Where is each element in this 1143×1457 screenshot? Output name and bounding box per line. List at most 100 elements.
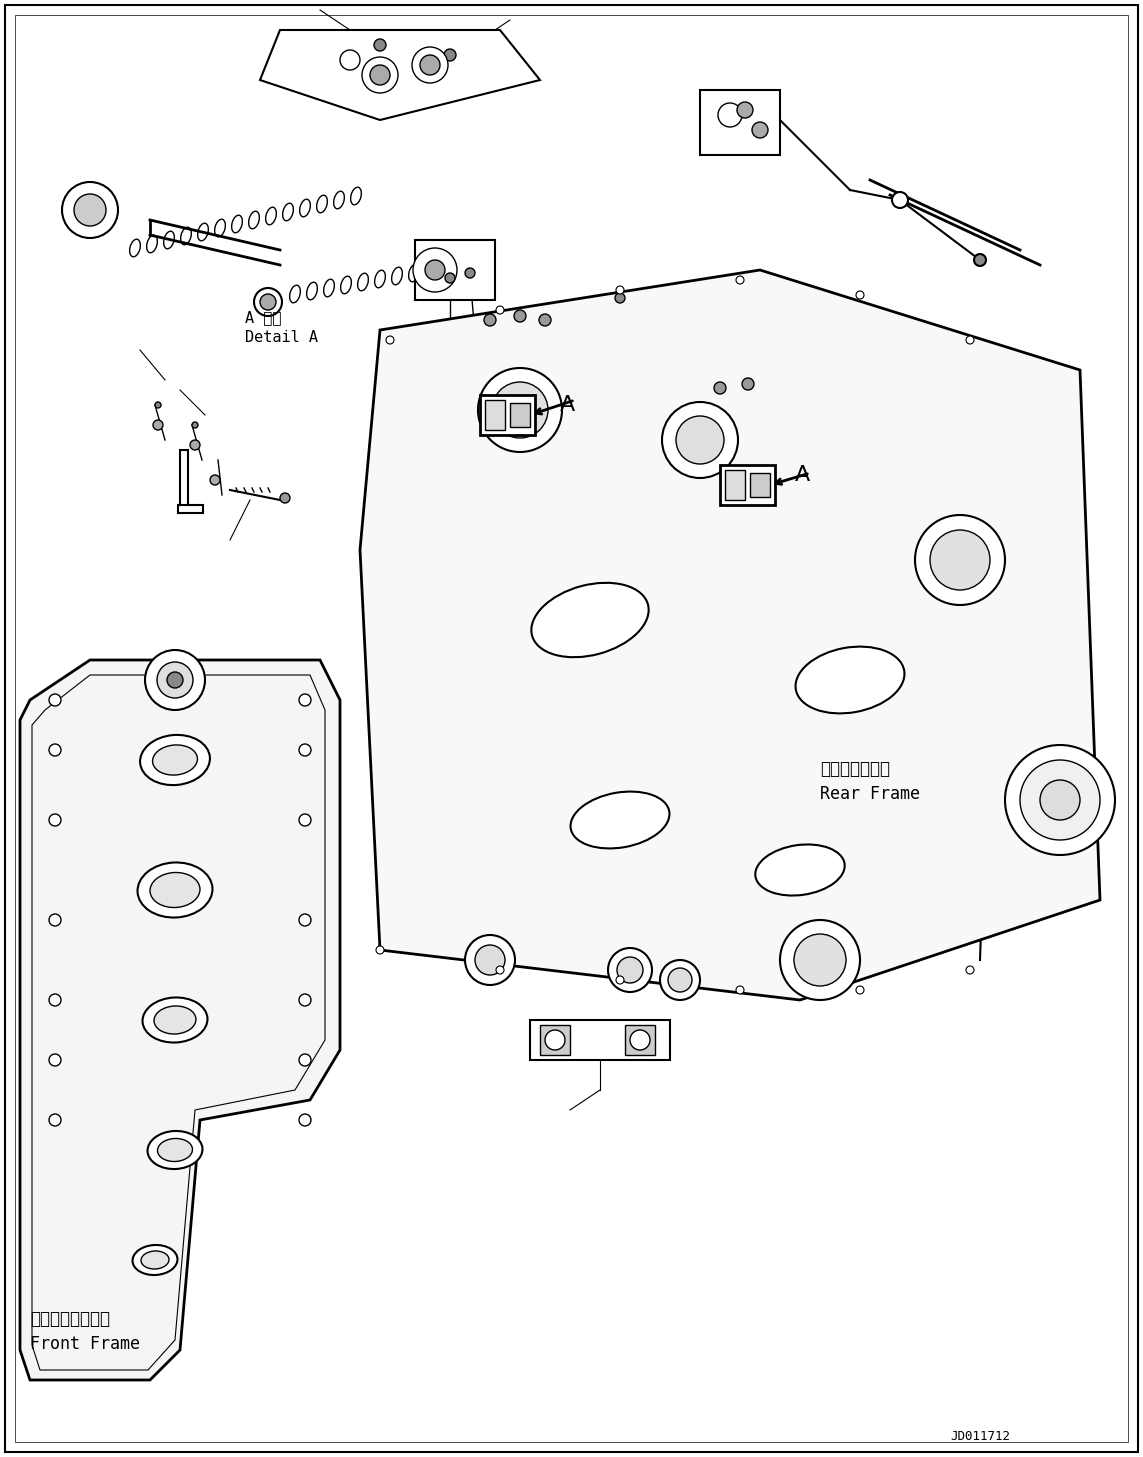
Bar — [480, 395, 535, 436]
Ellipse shape — [154, 1005, 195, 1034]
Circle shape — [617, 957, 644, 983]
Circle shape — [411, 47, 448, 83]
Text: Front Frame: Front Frame — [30, 1335, 139, 1354]
Polygon shape — [259, 31, 539, 119]
Circle shape — [930, 530, 990, 590]
Circle shape — [794, 934, 846, 986]
Bar — [750, 474, 770, 497]
Text: リヤーフレーム: リヤーフレーム — [820, 761, 890, 778]
Ellipse shape — [152, 745, 198, 775]
Text: A: A — [796, 465, 810, 485]
Bar — [530, 1020, 670, 1061]
Circle shape — [539, 315, 551, 326]
Bar — [178, 506, 203, 513]
Bar — [700, 90, 780, 154]
Text: JD011712: JD011712 — [950, 1429, 1010, 1442]
Circle shape — [419, 55, 440, 74]
Circle shape — [660, 960, 700, 1000]
Circle shape — [49, 745, 61, 756]
Circle shape — [742, 377, 754, 390]
Ellipse shape — [143, 998, 208, 1043]
Polygon shape — [19, 660, 339, 1380]
Ellipse shape — [137, 863, 213, 918]
Circle shape — [157, 661, 193, 698]
Circle shape — [299, 814, 311, 826]
Circle shape — [210, 475, 219, 485]
Text: Detail A: Detail A — [245, 329, 318, 345]
Ellipse shape — [147, 1131, 202, 1169]
Ellipse shape — [141, 734, 210, 785]
Circle shape — [1020, 761, 1100, 841]
Circle shape — [892, 192, 908, 208]
Circle shape — [615, 293, 625, 303]
Circle shape — [608, 949, 652, 992]
Circle shape — [299, 694, 311, 707]
Circle shape — [780, 919, 860, 1000]
Circle shape — [376, 946, 384, 954]
Circle shape — [362, 57, 398, 93]
Circle shape — [974, 254, 986, 267]
Bar — [725, 471, 745, 500]
Ellipse shape — [570, 791, 670, 848]
Circle shape — [966, 337, 974, 344]
Circle shape — [299, 994, 311, 1005]
Circle shape — [856, 986, 864, 994]
Circle shape — [413, 248, 457, 291]
Circle shape — [736, 986, 744, 994]
Circle shape — [465, 268, 475, 278]
Circle shape — [192, 423, 198, 428]
Ellipse shape — [133, 1244, 177, 1275]
Circle shape — [49, 914, 61, 927]
Circle shape — [616, 976, 624, 983]
Circle shape — [299, 745, 311, 756]
Circle shape — [49, 1115, 61, 1126]
Circle shape — [496, 306, 504, 315]
Circle shape — [478, 369, 562, 452]
Circle shape — [299, 1115, 311, 1126]
Circle shape — [339, 50, 360, 70]
Ellipse shape — [158, 1138, 192, 1161]
Circle shape — [752, 122, 768, 138]
Circle shape — [155, 402, 161, 408]
Circle shape — [386, 337, 394, 344]
Circle shape — [1005, 745, 1116, 855]
Circle shape — [49, 1053, 61, 1067]
Circle shape — [714, 382, 726, 393]
Circle shape — [668, 967, 692, 992]
Circle shape — [475, 946, 505, 975]
Circle shape — [630, 1030, 650, 1050]
Circle shape — [167, 672, 183, 688]
Ellipse shape — [150, 873, 200, 908]
Circle shape — [662, 402, 738, 478]
Circle shape — [49, 694, 61, 707]
Circle shape — [916, 514, 1005, 605]
Circle shape — [966, 966, 974, 973]
Circle shape — [465, 935, 515, 985]
Circle shape — [299, 1053, 311, 1067]
Circle shape — [676, 417, 724, 463]
Circle shape — [445, 272, 455, 283]
Bar — [625, 1026, 655, 1055]
Circle shape — [483, 315, 496, 326]
Circle shape — [1040, 779, 1080, 820]
Text: フロントフレーム: フロントフレーム — [30, 1310, 110, 1327]
Ellipse shape — [531, 583, 649, 657]
Circle shape — [254, 288, 282, 316]
Circle shape — [545, 1030, 565, 1050]
Bar — [179, 450, 187, 510]
Ellipse shape — [756, 845, 845, 896]
Circle shape — [491, 382, 547, 439]
Polygon shape — [360, 270, 1100, 1000]
Circle shape — [49, 814, 61, 826]
Ellipse shape — [141, 1252, 169, 1269]
Circle shape — [370, 66, 390, 85]
Circle shape — [737, 102, 753, 118]
Circle shape — [299, 914, 311, 927]
Bar — [485, 401, 505, 430]
Circle shape — [280, 492, 290, 503]
Circle shape — [496, 966, 504, 973]
Circle shape — [190, 440, 200, 450]
Circle shape — [514, 310, 526, 322]
Circle shape — [374, 39, 386, 51]
Circle shape — [259, 294, 275, 310]
